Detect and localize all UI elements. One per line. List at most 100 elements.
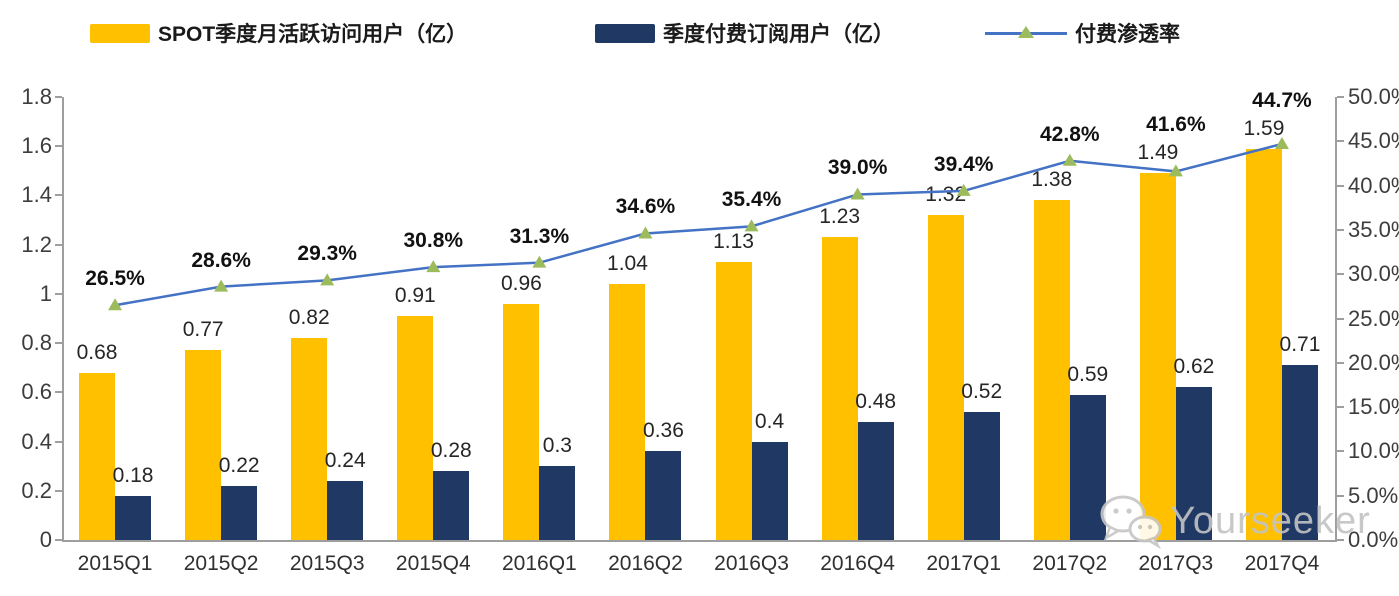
right-axis-tick-label: 20.0%	[1348, 349, 1399, 375]
mau-value-label: 0.68	[76, 340, 118, 364]
bar-subs	[1175, 387, 1212, 540]
bar-subs	[539, 466, 576, 540]
wechat-icon	[1100, 495, 1162, 550]
triangle-marker-icon	[638, 226, 653, 239]
bar-subs	[433, 471, 470, 540]
subs-value-label: 0.28	[430, 439, 472, 463]
legend-item-penetration: 付费渗透率	[985, 20, 1180, 46]
x-axis-category-label: 2015Q2	[183, 552, 259, 575]
left-axis-tick-label: 0.4	[21, 428, 52, 454]
penetration-value-label: 41.6%	[1146, 113, 1206, 137]
mau-value-label: 0.91	[394, 284, 436, 308]
subs-value-label: 0.24	[324, 448, 366, 472]
right-axis-tick-label: 35.0%	[1348, 216, 1399, 242]
bar-subs	[963, 412, 1000, 540]
legend-label-subs: 季度付费订阅用户（亿）	[663, 23, 894, 46]
penetration-value-label: 28.6%	[191, 248, 251, 272]
x-axis-category-label: 2016Q4	[820, 552, 895, 575]
penetration-value-label: 29.3%	[297, 242, 357, 266]
bar-subs	[751, 441, 788, 540]
left-axis-tick-label: 1	[39, 280, 52, 306]
right-axis-tick-label: 45.0%	[1348, 128, 1399, 154]
bar-mau	[1245, 148, 1282, 540]
left-axis-tick	[55, 342, 62, 345]
right-axis-tick-label: 50.0%	[1348, 84, 1399, 109]
penetration-value-label: 30.8%	[403, 229, 464, 253]
bar-mau	[609, 284, 646, 540]
penetration-value-label: 39.4%	[933, 152, 994, 176]
x-axis-category-label: 2017Q3	[1138, 552, 1214, 575]
subs-value-label: 0.36	[643, 419, 684, 443]
left-axis-tick	[55, 539, 62, 541]
penetration-value-label: 42.8%	[1040, 122, 1100, 146]
mau-value-label: 1.59	[1243, 116, 1285, 140]
right-axis-tick	[1337, 273, 1344, 276]
left-axis-tick	[55, 440, 62, 443]
right-axis-line	[1335, 97, 1337, 540]
mau-value-label: 1.49	[1137, 141, 1179, 165]
bar-subs	[1281, 365, 1318, 540]
left-axis-tick	[55, 194, 62, 197]
left-axis-tick-label: 1.4	[21, 182, 52, 208]
triangle-marker-icon	[850, 187, 865, 200]
x-axis-category-label: 2017Q1	[926, 552, 1002, 575]
right-axis-tick-label: 25.0%	[1348, 305, 1399, 331]
subs-value-label: 0.4	[754, 409, 785, 433]
legend-swatch-mau-bar	[90, 23, 150, 43]
bar-mau	[927, 215, 964, 540]
right-axis-tick-label: 40.0%	[1348, 172, 1399, 198]
subs-value-label: 0.52	[961, 380, 1003, 404]
left-axis-tick	[55, 391, 62, 394]
watermark-text: Yourseeker	[1170, 499, 1371, 542]
bar-mau	[1139, 173, 1176, 540]
right-axis-tick	[1337, 184, 1344, 187]
mau-value-label: 1.32	[925, 183, 967, 207]
bar-subs	[115, 495, 152, 540]
right-axis-tick	[1337, 361, 1344, 364]
left-axis-tick	[55, 96, 62, 98]
bar-subs	[221, 485, 258, 540]
triangle-marker-icon	[426, 260, 441, 273]
right-axis-tick-label: 10.0%	[1348, 438, 1399, 464]
triangle-marker-icon	[320, 273, 335, 286]
mau-value-label: 0.82	[288, 306, 330, 330]
x-axis-category-label: 2017Q2	[1032, 552, 1108, 575]
subs-value-label: 0.62	[1173, 355, 1215, 379]
x-axis-category-label: 2016Q3	[714, 552, 789, 575]
penetration-value-label: 26.5%	[85, 267, 145, 291]
bar-mau	[715, 261, 752, 540]
left-axis-tick	[55, 292, 62, 295]
legend-label-mau: SPOT季度月活跃访问用户（亿）	[158, 23, 468, 46]
right-axis-tick	[1337, 228, 1344, 231]
bar-mau	[1033, 200, 1070, 540]
subs-value-label: 0.71	[1279, 333, 1321, 357]
legend-item-mau: SPOT季度月活跃访问用户（亿）	[90, 20, 467, 46]
mau-value-label: 1.04	[607, 252, 648, 276]
legend-item-subs: 季度付费订阅用户（亿）	[595, 20, 894, 46]
x-axis-category-label: 2015Q3	[289, 552, 365, 575]
mau-value-label: 1.13	[713, 229, 754, 253]
x-axis-category-label: 2017Q4	[1244, 552, 1320, 575]
x-axis-category-label: 2016Q1	[502, 552, 577, 575]
penetration-value-label: 34.6%	[615, 195, 676, 219]
right-axis-tick	[1337, 406, 1344, 409]
bar-subs	[645, 451, 682, 540]
subs-value-label: 0.22	[218, 453, 260, 477]
bar-subs	[857, 421, 894, 540]
triangle-marker-icon	[532, 255, 547, 268]
bar-mau	[185, 350, 222, 540]
bar-mau	[821, 237, 858, 540]
bar-subs	[327, 480, 364, 540]
triangle-marker-icon	[108, 298, 123, 311]
right-axis-tick	[1337, 539, 1344, 541]
right-axis-tick-label: 30.0%	[1348, 261, 1399, 287]
subs-value-label: 0.18	[112, 463, 154, 487]
right-axis-tick-label: 5.0%	[1348, 482, 1399, 508]
penetration-value-label: 44.7%	[1252, 88, 1312, 112]
left-axis-tick-label: 0.6	[21, 379, 52, 405]
right-axis-tick	[1337, 317, 1344, 320]
mau-value-label: 1.38	[1031, 168, 1073, 192]
bar-mau	[397, 316, 434, 540]
left-axis-tick-label: 0.2	[21, 477, 52, 503]
left-axis-tick	[55, 243, 62, 246]
